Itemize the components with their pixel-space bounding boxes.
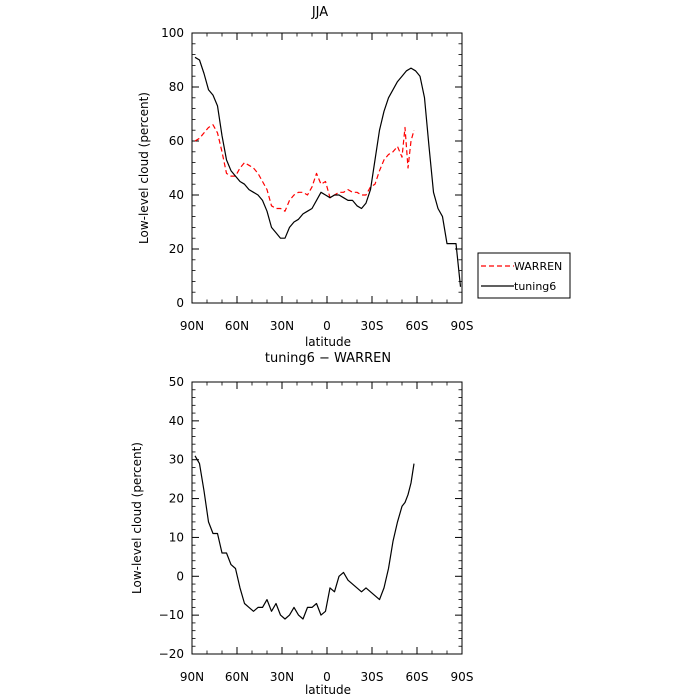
bottom-xtick-label-0: 90N xyxy=(180,670,204,684)
bottom-ytick-label-6: 40 xyxy=(169,414,184,428)
bottom-ytick-label-2: 0 xyxy=(176,569,184,583)
bottom-xtick-label-1: 60N xyxy=(225,670,249,684)
bottom-ytick-label-7: 50 xyxy=(169,375,184,389)
top-xtick-label-1: 60N xyxy=(225,319,249,333)
legend-label-tuning6: tuning6 xyxy=(514,280,556,293)
top-ytick-label-1: 20 xyxy=(169,242,184,256)
top-xtick-label-5: 60S xyxy=(406,319,429,333)
top-series-tuning6-line xyxy=(194,56,462,287)
top-xtick-label-4: 30S xyxy=(361,319,384,333)
top-chart-title: JJA xyxy=(311,5,328,20)
legend: WARREN tuning6 xyxy=(477,252,571,299)
legend-box xyxy=(477,252,571,299)
bottom-series-difference-line xyxy=(194,455,415,620)
bottom-ytick-label-3: 10 xyxy=(169,530,184,544)
bottom-xtick-label-5: 60S xyxy=(406,670,429,684)
top-chart-xlabel: latitude xyxy=(305,335,351,349)
bottom-chart-frame xyxy=(191,381,463,655)
top-chart-panel: JJA latitude Low-level cloud (percent) 0… xyxy=(137,5,473,349)
bottom-chart-title: tuning6 − WARREN xyxy=(265,351,391,366)
bottom-chart-panel: tuning6 − WARREN latitude Low-level clou… xyxy=(130,351,473,697)
top-xtick-label-3: 0 xyxy=(323,319,331,333)
top-chart-ticks: 0 20 40 60 80 100 90N 60N 30N 0 30S 60S 90S xyxy=(161,26,473,333)
bottom-chart-ylabel: Low-level cloud (percent) xyxy=(130,442,144,594)
top-xtick-label-6: 90S xyxy=(451,319,474,333)
bottom-chart-series xyxy=(194,455,415,620)
bottom-chart-ticks: −20 −10 0 10 20 30 40 50 90N 60N 30N 0 30S 60S 90S xyxy=(159,375,474,684)
bottom-ytick-label-5: 30 xyxy=(169,453,184,467)
bottom-ytick-label-4: 20 xyxy=(169,492,184,506)
bottom-xtick-label-4: 30S xyxy=(361,670,384,684)
legend-label-warren: WARREN xyxy=(514,260,562,273)
top-ytick-label-0: 0 xyxy=(176,296,184,310)
top-ytick-label-2: 40 xyxy=(169,188,184,202)
top-chart-ylabel: Low-level cloud (percent) xyxy=(137,92,151,244)
top-chart-series xyxy=(194,56,462,287)
top-ytick-label-4: 80 xyxy=(169,80,184,94)
top-ytick-label-5: 100 xyxy=(161,26,184,40)
bottom-xtick-label-3: 0 xyxy=(323,670,331,684)
bottom-xtick-label-2: 30N xyxy=(270,670,294,684)
top-series-warren-line xyxy=(194,124,415,212)
top-xtick-label-0: 90N xyxy=(180,319,204,333)
bottom-ytick-label-1: −10 xyxy=(159,608,184,622)
bottom-chart-xlabel: latitude xyxy=(305,683,351,697)
top-chart-frame xyxy=(191,32,463,304)
bottom-xtick-label-6: 90S xyxy=(451,670,474,684)
top-xtick-label-2: 30N xyxy=(270,319,294,333)
bottom-ytick-label-0: −20 xyxy=(159,647,184,661)
top-ytick-label-3: 60 xyxy=(169,134,184,148)
